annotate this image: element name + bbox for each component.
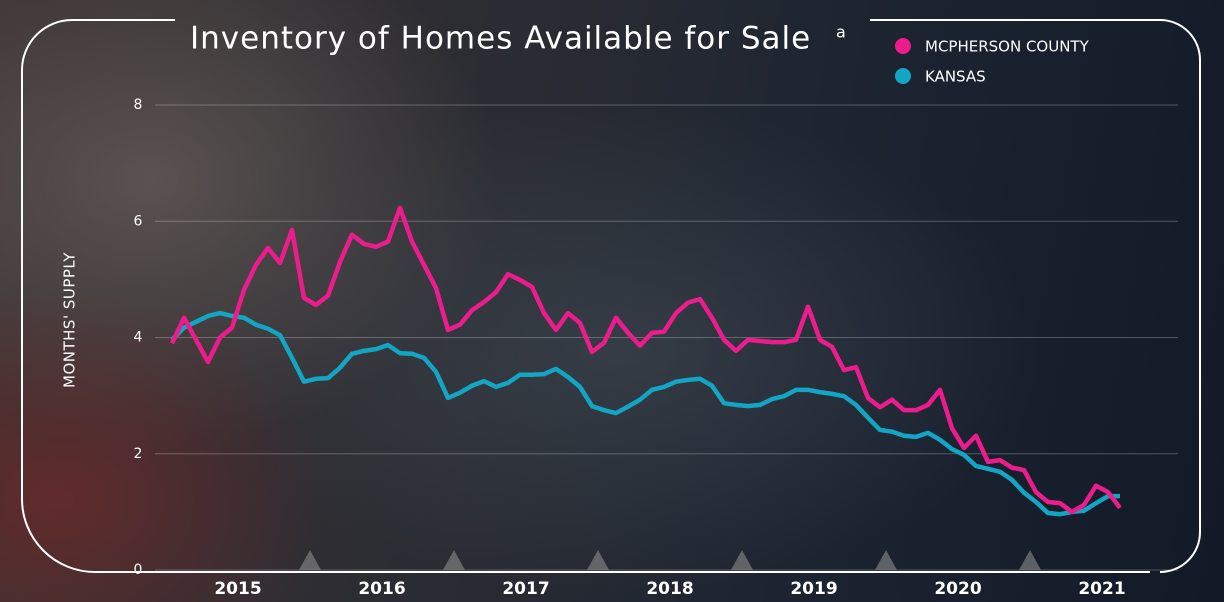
y-tick-label: 8	[134, 97, 143, 113]
title-note: a	[836, 23, 846, 42]
x-tick-label: 2015	[214, 579, 261, 599]
legend-marker	[895, 38, 911, 54]
legend-label: KANSAS	[925, 68, 986, 86]
chart-title: Inventory of Homes Available for Sale	[190, 21, 811, 57]
mid-year-marker	[875, 550, 897, 570]
y-tick-label: 2	[134, 446, 143, 462]
x-tick-label: 2019	[790, 579, 837, 599]
mid-year-marker	[299, 550, 321, 570]
x-tick-label: 2018	[646, 579, 693, 599]
x-tick-label: 2021	[1078, 579, 1125, 599]
mid-year-marker	[443, 550, 465, 570]
y-axis-label: MONTHS' SUPPLY	[61, 252, 79, 388]
series-line	[170, 310, 1120, 517]
frame	[21, 19, 1201, 573]
y-tick-label: 4	[134, 330, 143, 346]
legend-marker	[895, 68, 911, 84]
mid-year-marker	[587, 550, 609, 570]
y-tick-label: 6	[134, 213, 143, 229]
series-line	[169, 205, 1122, 515]
mid-year-marker	[731, 550, 753, 570]
x-tick-label: 2016	[358, 579, 405, 599]
y-tick-label: 0	[134, 562, 143, 578]
x-tick-label: 2020	[934, 579, 981, 599]
mid-year-marker	[1019, 550, 1041, 570]
x-tick-label: 2017	[502, 579, 549, 599]
legend-label: MCPHERSON COUNTY	[925, 38, 1090, 56]
